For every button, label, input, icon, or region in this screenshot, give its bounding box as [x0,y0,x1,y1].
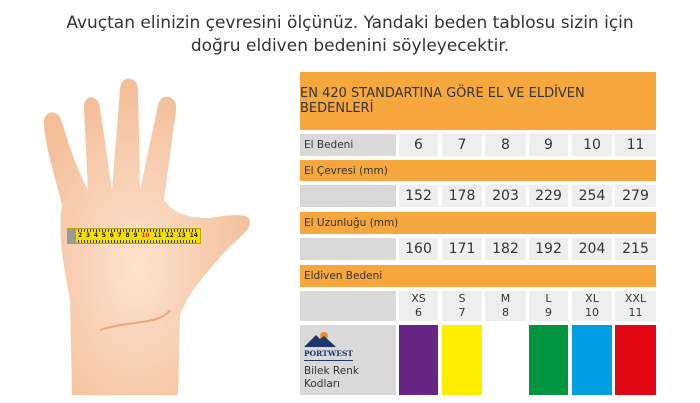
cuff-color-swatch [572,325,612,395]
tape-number: 3 [85,232,91,239]
glove-size-number: 11 [628,306,643,319]
glove-size-letter: M [500,292,511,305]
table-cell: 8 [485,134,526,156]
table-cell: 204 [572,238,612,260]
table-cell: 6 [399,134,438,156]
tape-number: 7 [117,232,122,239]
blank-label-cell [300,185,396,207]
table-cell: 254 [572,185,612,207]
brand-cell: PORTWEST Bilek Renk Kodları [300,325,396,395]
blank-label-cell [300,291,396,321]
blank-label-cell [300,238,396,260]
mountain-logo-icon [304,332,336,347]
table-cell: 171 [442,238,482,260]
tape-ticks [78,229,198,232]
table-cell: 229 [529,185,568,207]
tape-number: 14 [189,232,198,239]
cuff-color-swatch [615,325,656,395]
table-cell: 9 [529,134,568,156]
glove-size-cell: XS 6 [399,291,438,321]
table-cell: 279 [615,185,656,207]
glove-size-number: 9 [545,306,552,319]
intro-text: Avuçtan elinizin çevresini ölçünüz. Yand… [0,12,700,58]
tape-number: 8 [125,232,130,239]
table-cell: 192 [529,238,568,260]
table-cell: 203 [485,185,526,207]
color-code-label-1: Bilek Renk [304,365,359,377]
cuff-color-swatch [399,325,438,395]
tape-number: 11 [153,232,162,239]
circumference-label: El Çevresi (mm) [300,160,656,181]
glove-size-letter: XL [585,292,599,305]
table-cell: 11 [615,134,656,156]
hand-size-label: El Bedeni [300,134,396,156]
tape-number: 9 [133,232,138,239]
glove-size-number: 8 [502,306,509,319]
glove-size-label: Eldiven Bedeni [300,265,656,287]
intro-line-2: doğru eldiven bedenini söyleyecektir. [190,36,510,56]
tape-hook [68,229,76,243]
tape-number: 12 [165,232,174,239]
tape-number: 13 [177,232,186,239]
glove-size-letter: L [545,292,552,305]
cuff-color-swatch [485,325,526,395]
cuff-color-swatch [442,325,482,395]
glove-size-letter: S [458,292,466,305]
glove-size-letter: XXL [624,292,647,305]
tape-numbers: 2 3 4 5 6 7 8 9 10 11 12 13 14 [78,232,198,239]
tape-number: 4 [93,232,98,239]
table-cell: 7 [442,134,482,156]
table-cell: 152 [399,185,438,207]
color-code-label-2: Kodları [304,378,341,390]
measuring-tape: 2 3 4 5 6 7 8 9 10 11 12 13 14 [67,228,201,244]
glove-size-cell: XL 10 [572,291,612,321]
table-cell: 10 [572,134,612,156]
tape-number: 10 [141,232,150,239]
table-cell: 182 [485,238,526,260]
glove-size-number: 10 [585,306,599,319]
intro-line-1: Avuçtan elinizin çevresini ölçünüz. Yand… [66,13,634,33]
tape-ticks [78,240,198,243]
tape-number: 5 [101,232,106,239]
table-title: EN 420 STANDARTINA GÖRE EL VE ELDİVEN BE… [300,72,656,130]
glove-size-cell: XXL 11 [615,291,656,321]
brand-logo: PORTWEST [304,347,353,361]
glove-size-letter: XS [411,292,426,305]
glove-size-number: 6 [415,306,422,319]
tape-number: 6 [109,232,114,239]
table-cell: 160 [399,238,438,260]
length-label: El Uzunluğu (mm) [300,212,656,234]
cuff-color-swatch [529,325,568,395]
table-cell: 215 [615,238,656,260]
table-cell: 178 [442,185,482,207]
tape-number: 2 [78,232,83,239]
glove-size-number: 7 [458,306,466,319]
